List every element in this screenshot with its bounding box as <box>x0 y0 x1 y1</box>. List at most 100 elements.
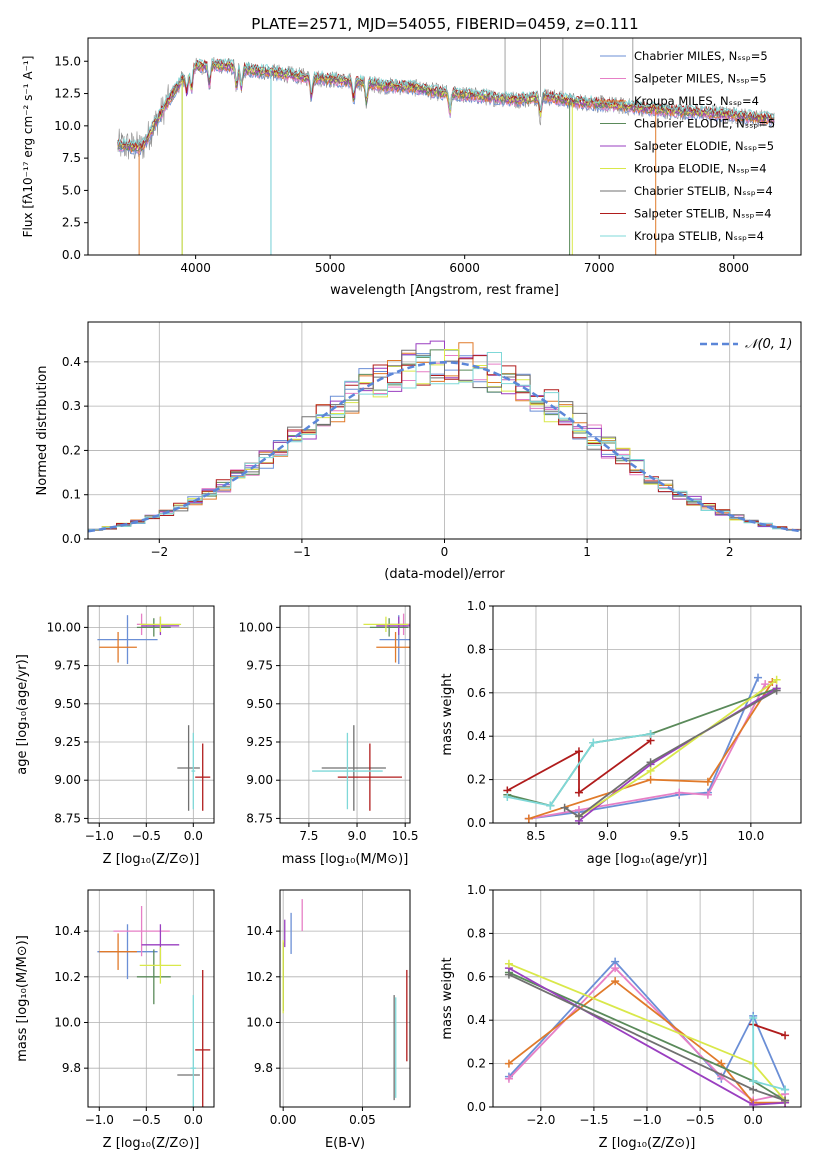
series-line <box>507 733 651 807</box>
y-tick-label: 0.0 <box>62 248 81 262</box>
x-tick-label: 0.0 <box>184 1113 203 1127</box>
data-point <box>749 1085 758 1094</box>
y-tick-label: 0.2 <box>62 443 81 457</box>
x-axis-label: Z [log₁₀(Z/Z⊙)] <box>103 1136 200 1151</box>
data-point <box>646 766 655 775</box>
y-tick-label: 0.8 <box>467 642 486 656</box>
y-tick-label: 0.4 <box>62 355 81 369</box>
series-line <box>528 681 774 820</box>
axes-frame <box>279 605 411 824</box>
y-tick-label: 0.2 <box>467 773 486 787</box>
model-spectrum <box>117 57 775 146</box>
data-point <box>504 1074 513 1083</box>
y-tick-label: 9.75 <box>54 659 81 673</box>
y-tick-label: 0.6 <box>467 686 486 700</box>
x-tick-label: −1.5 <box>579 1113 608 1127</box>
data-point <box>772 675 781 684</box>
y-tick-label: 9.8 <box>254 1061 273 1075</box>
model-spectrum <box>117 58 775 148</box>
y-tick-label: 2.5 <box>62 216 81 230</box>
x-tick-label: −2 <box>150 545 168 559</box>
x-tick-label: 0.0 <box>744 1113 763 1127</box>
legend-entry: Chabrier STELIB, Nₛₛₚ=4 <box>634 184 773 198</box>
x-tick-label: 0.05 <box>349 1113 376 1127</box>
legend-entry: Chabrier ELODIE, Nₛₛₚ=5 <box>634 117 775 131</box>
y-tick-label: 0.3 <box>62 399 81 413</box>
y-tick-label: 10.00 <box>239 620 273 634</box>
x-tick-label: −0.5 <box>132 1113 161 1127</box>
data-point <box>611 964 620 973</box>
x-tick-label: 1 <box>583 545 591 559</box>
x-axis-label: Z [log₁₀(Z/Z⊙)] <box>599 1136 696 1151</box>
y-axis-label: mass weight <box>440 957 455 1039</box>
data-point <box>646 730 655 739</box>
y-tick-label: 0.6 <box>467 970 486 984</box>
y-tick-label: 9.00 <box>54 773 81 787</box>
x-tick-label: 10.5 <box>392 829 419 843</box>
y-tick-label: 0.0 <box>62 532 81 546</box>
y-tick-label: 12.5 <box>54 87 81 101</box>
data-point <box>781 1085 790 1094</box>
y-tick-label: 9.8 <box>62 1061 81 1075</box>
axes-frame <box>87 37 802 256</box>
x-tick-label: 8000 <box>718 261 749 275</box>
x-tick-label: 4000 <box>180 261 211 275</box>
data-point <box>772 686 781 695</box>
y-tick-label: 10.2 <box>54 970 81 984</box>
data-point <box>703 790 712 799</box>
x-tick-label: 0.00 <box>270 1113 297 1127</box>
data-point <box>761 680 770 689</box>
age_vs_Z-panel: −1.0 −0.5 0.0 8.75 9.00 9.25 9.50 9.75 10.00 Z [l… <box>15 605 215 867</box>
y-tick-label: 10.4 <box>54 924 81 938</box>
data-point <box>611 977 620 986</box>
legend-entry: Salpeter MILES, Nₛₛₚ=5 <box>634 72 767 86</box>
y-tick-label: 10.00 <box>47 620 81 634</box>
axes-frame <box>279 889 411 1108</box>
y-tick-label: 0.8 <box>467 926 486 940</box>
mass_vs_ebv-panel: 0.00 0.05 9.8 10.0 10.2 10.4 E(B-V) <box>246 889 411 1151</box>
series-line <box>506 739 652 795</box>
mass_vs_Z-panel: −1.0 −0.5 0.0 9.8 10.0 10.2 10.4 Z [log₁₀(Z/Z⊙)… <box>15 889 215 1151</box>
data-point <box>646 758 655 767</box>
y-axis-label: Normed distribution <box>35 366 50 496</box>
data-point <box>504 970 513 979</box>
data-point <box>574 747 583 756</box>
y-axis-label: mass weight <box>440 673 455 755</box>
x-tick-label: −0.5 <box>132 829 161 843</box>
legend-entry: Kroupa ELODIE, Nₛₛₚ=4 <box>634 162 767 176</box>
x-tick-label: −1.0 <box>632 1113 661 1127</box>
y-tick-label: 0.4 <box>467 729 486 743</box>
normal-curve <box>87 361 802 533</box>
x-tick-label: −0.5 <box>686 1113 715 1127</box>
figure-title: PLATE=2571, MJD=54055, FIBERID=0459, z=0… <box>251 15 638 33</box>
spectrum-panel: 4000 5000 6000 7000 8000 0.0 2.5 5.0 7.5 10.0 12.5… <box>21 37 802 298</box>
data-point <box>589 738 598 747</box>
data-point <box>781 1031 790 1040</box>
axes-frame <box>87 605 215 824</box>
weight_vs_age-panel: 8.5 9.0 9.5 10.0 0.0 0.2 0.4 0.6 0.8 1.0 age [log₁… <box>440 599 802 867</box>
series-line <box>752 1023 786 1037</box>
y-tick-label: 0.0 <box>467 1100 486 1114</box>
axes-frame <box>87 889 215 1108</box>
x-axis-label: Z [log₁₀(Z/Z⊙)] <box>103 852 200 867</box>
y-tick-label: 15.0 <box>54 54 81 68</box>
y-tick-label: 10.0 <box>246 1015 273 1029</box>
x-tick-label: 7.5 <box>299 829 318 843</box>
x-axis-label: wavelength [Angstrom, rest frame] <box>330 283 559 298</box>
x-tick-label: −1.0 <box>85 1113 114 1127</box>
y-tick-label: 9.50 <box>54 697 81 711</box>
y-tick-label: 0.4 <box>467 1013 486 1027</box>
weight_vs_Z-panel: −2.0 −1.5 −1.0 −0.5 0.0 0.0 0.2 0.4 0.6 0.8 1.0 Z [… <box>440 883 802 1151</box>
panels: 4000 5000 6000 7000 80000.02.55.07.510.012.5… <box>15 37 802 1151</box>
x-axis-label: E(B-V) <box>325 1136 365 1151</box>
axes-frame <box>492 605 802 824</box>
x-tick-label: 9.0 <box>598 829 617 843</box>
data-point <box>749 1076 758 1085</box>
x-axis-label: mass [log₁₀(M/M⊙)] <box>282 852 409 867</box>
series-line <box>528 683 766 820</box>
data-point <box>504 1059 513 1068</box>
x-tick-label: 9.0 <box>347 829 366 843</box>
y-tick-label: 9.25 <box>54 735 81 749</box>
y-tick-label: 0.0 <box>467 816 486 830</box>
